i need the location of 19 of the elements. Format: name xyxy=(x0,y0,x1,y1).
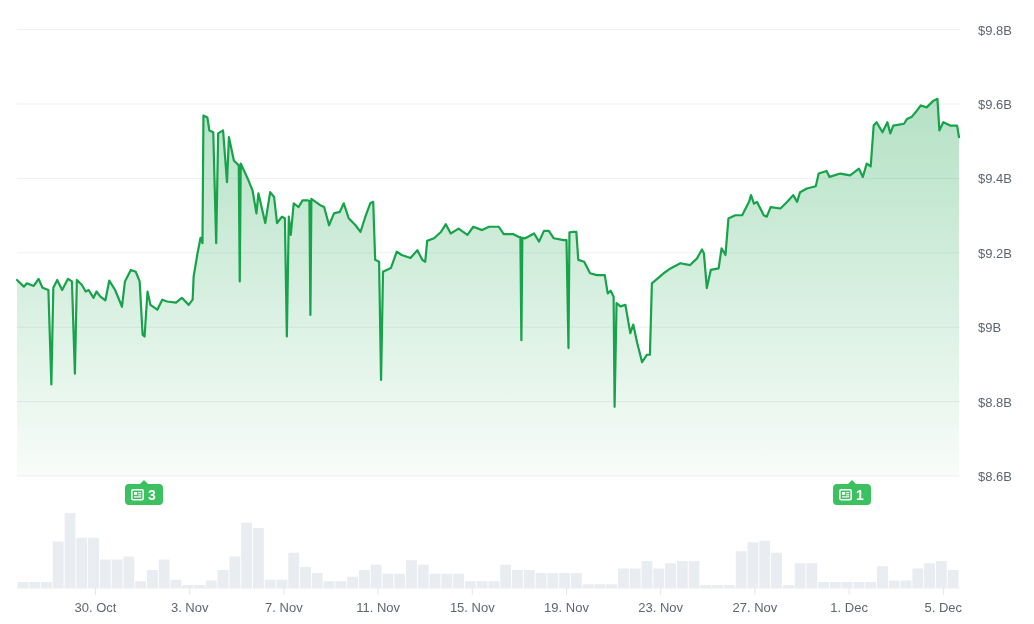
x-tick-label: 15. Nov xyxy=(449,599,496,615)
x-tick-label: 19. Nov xyxy=(544,599,590,615)
x-tick-label: 30. Oct xyxy=(74,599,117,615)
y-tick-label: $8.8B xyxy=(978,394,1012,410)
y-tick-label: $9.8B xyxy=(978,22,1012,38)
x-tick-label: 11. Nov xyxy=(356,599,401,615)
text: 3 xyxy=(148,486,156,503)
x-tick-label: 3. Nov xyxy=(170,599,209,615)
x-tick-label: 1. Dec xyxy=(830,599,869,615)
y-tick-label: $8.6B xyxy=(978,468,1012,484)
x-tick-label: 23. Nov xyxy=(638,599,684,615)
y-tick-label: $9.6B xyxy=(978,96,1012,112)
x-tick-label: 27. Nov xyxy=(732,599,778,615)
y-tick-label: $9.4B xyxy=(978,170,1012,186)
x-tick-label: 7. Nov xyxy=(265,599,304,615)
text: 1 xyxy=(856,486,864,503)
x-tick-label: 5. Dec xyxy=(924,599,963,615)
y-tick-label: $9B xyxy=(978,319,1002,335)
y-tick-label: $9.2B xyxy=(978,245,1012,261)
